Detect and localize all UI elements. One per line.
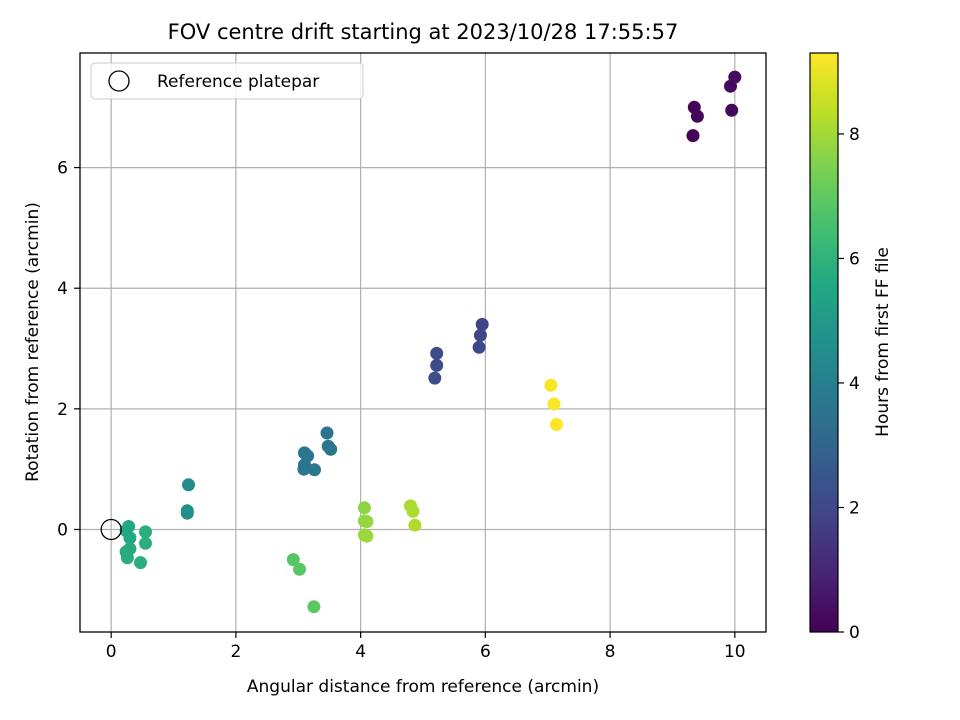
data-point <box>308 463 321 477</box>
y-tick-label: 6 <box>57 159 68 179</box>
data-point <box>360 529 374 543</box>
y-tick-label: 2 <box>57 400 68 420</box>
data-points <box>119 70 742 614</box>
data-point <box>320 426 334 440</box>
y-tick-label: 4 <box>57 279 68 299</box>
colorbar-tick-label: 6 <box>849 249 860 269</box>
data-point <box>360 515 374 529</box>
data-point <box>544 378 558 392</box>
data-point <box>182 478 195 492</box>
data-point <box>307 600 321 614</box>
colorbar-ticks: 0 2 4 6 8 <box>838 125 860 643</box>
colorbar-tick-label: 2 <box>849 498 860 518</box>
data-point <box>139 536 152 550</box>
data-point <box>690 109 704 123</box>
data-point <box>430 346 444 360</box>
legend: Reference platepar <box>90 62 364 100</box>
legend-label: Reference platepar <box>157 72 319 92</box>
colorbar-frame <box>809 52 839 633</box>
data-point <box>408 518 422 532</box>
y-axis-label: Rotation from reference (arcmin) <box>23 202 43 482</box>
data-point <box>297 462 311 476</box>
data-point <box>357 501 371 515</box>
data-point <box>686 129 700 143</box>
data-point <box>139 525 152 539</box>
legend-marker <box>108 70 130 92</box>
colorbar-tick-label: 4 <box>849 374 860 394</box>
data-point <box>473 328 487 342</box>
data-point <box>547 397 561 411</box>
data-point <box>725 103 739 117</box>
colorbar-tick-label: 8 <box>849 125 860 145</box>
chart-title: FOV centre drift starting at 2023/10/28 … <box>168 20 679 44</box>
colorbar-tick-label: 0 <box>849 623 860 643</box>
x-tick-label: 8 <box>605 642 616 662</box>
x-tick-label: 10 <box>724 642 746 662</box>
data-point <box>728 70 742 84</box>
colorbar-label: Hours from first FF file <box>873 247 893 437</box>
data-point <box>475 317 489 331</box>
colorbar: 0 2 4 6 8 Hours from first FF file <box>809 52 893 643</box>
data-point <box>428 371 442 385</box>
reference-marker-group <box>100 518 122 541</box>
y-tick-label: 0 <box>57 520 68 540</box>
x-axis-label: Angular distance from reference (arcmin) <box>247 677 599 697</box>
grid <box>80 53 766 632</box>
x-tick-label: 4 <box>355 642 366 662</box>
data-point <box>406 504 420 518</box>
data-point <box>293 562 306 576</box>
data-point <box>180 506 194 520</box>
legend-box <box>90 62 364 100</box>
data-point <box>472 340 486 354</box>
reference-marker <box>100 518 122 541</box>
data-point <box>430 358 444 372</box>
data-point <box>134 556 147 570</box>
data-point <box>120 551 134 565</box>
x-tick-label: 0 <box>106 642 117 662</box>
colorbar-fill <box>810 53 838 632</box>
data-point <box>550 418 563 431</box>
data-point <box>286 553 300 567</box>
x-tick-label: 6 <box>480 642 491 662</box>
x-axis-ticks: 0 2 4 6 8 10 <box>106 632 746 662</box>
data-point <box>324 442 338 456</box>
plot-frame <box>79 52 767 633</box>
x-tick-label: 2 <box>230 642 241 662</box>
data-point <box>123 531 137 545</box>
y-axis-ticks: 0 2 4 6 <box>57 159 80 540</box>
